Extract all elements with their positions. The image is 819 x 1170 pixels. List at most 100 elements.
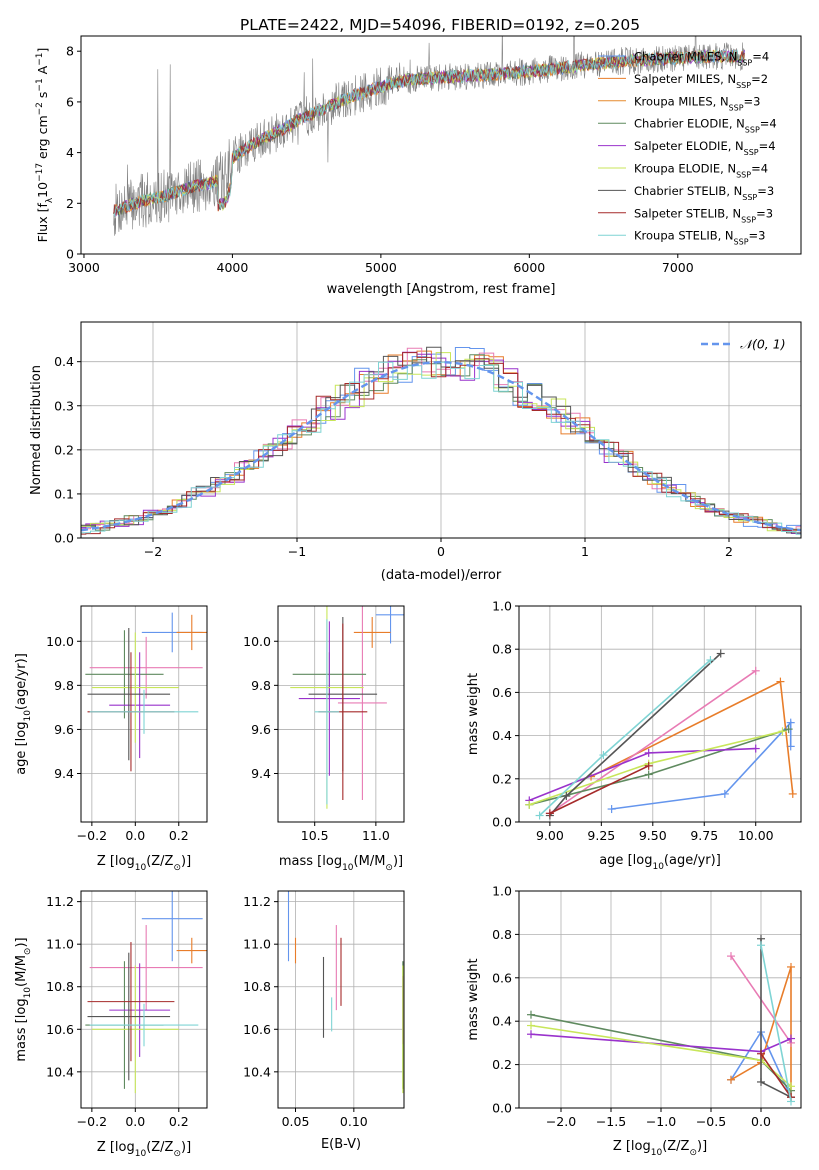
x-tick-label: 0.2: [169, 828, 189, 843]
y-tick-label: 11.2: [243, 894, 271, 909]
age_vs_Z-x-axis-label-part: ⊙: [173, 863, 181, 873]
y-tick-label: 8: [66, 44, 74, 59]
mass_vs_Z-x-axis-label: Z [log10(Z/Z⊙)]: [97, 1140, 191, 1159]
legend-label-part: Kroupa MILES, N: [634, 94, 729, 108]
weight-line-7: [760, 1053, 792, 1098]
mass_vs_Z-x-axis-label-part: ⊙: [173, 1149, 181, 1159]
x-tick-label: −1.0: [646, 1114, 676, 1129]
age_vs_mass-x-axis-label-part: 10: [342, 863, 354, 873]
legend-label: Chabrier ELODIE, NSSP=4: [634, 117, 777, 135]
legend-label-part: =3: [757, 184, 774, 198]
spectrum-y-label-part: −1: [35, 53, 45, 66]
errorbar-plot-area: [85, 891, 207, 1094]
mass_vs_Z-x-axis-label-part: (Z/Z: [146, 1140, 173, 1155]
weight-line-8: [539, 659, 711, 817]
y-tick-label: 0.8: [492, 642, 512, 657]
y-tick-label: 2: [66, 196, 74, 211]
age_vs_Z-x-axis-label-part: 10: [135, 863, 147, 873]
mass_vs_Z-y-axis-label-part: )]: [14, 937, 29, 947]
legend-label-part: SSP: [729, 103, 744, 112]
legend-label: Chabrier STELIB, NSSP=3: [634, 184, 774, 202]
weight-line-0: [611, 720, 792, 810]
y-tick-label: 10.0: [46, 634, 74, 649]
y-tick-label: 0.6: [492, 685, 512, 700]
y-tick-label: 1.0: [492, 884, 512, 899]
x-tick-label: 9.50: [639, 828, 667, 843]
mass_weight_vs_age-y-axis-label: mass weight: [466, 673, 481, 755]
legend-label: Salpeter MILES, NSSP=2: [634, 72, 768, 90]
x-tick-label: −2: [144, 544, 162, 559]
y-tick-label: 4: [66, 145, 74, 160]
axes-frame: [277, 605, 405, 823]
mass_weight_vs_age-x-axis-label-part: (age/yr)]: [664, 853, 721, 868]
age_vs_Z-x-axis-label: Z [log10(Z/Z⊙)]: [97, 854, 191, 873]
x-tick-label: −1.5: [596, 1114, 626, 1129]
mass_weight_vs_age-x-axis-label-part: age [log: [599, 853, 652, 868]
y-tick-label: 0.8: [492, 927, 512, 942]
y-tick-label: 0.1: [54, 486, 74, 501]
legend-label-part: Kroupa STELIB, N: [634, 229, 734, 243]
y-tick-label: 0.2: [492, 1057, 512, 1072]
x-tick-label: 9.00: [536, 828, 564, 843]
age_vs_mass-x-axis-label-part: (M/M: [354, 854, 386, 869]
legend-label-part: Chabrier STELIB, N: [634, 184, 742, 198]
legend-label: Chabrier MILES, NSSP=4: [634, 50, 769, 68]
y-tick-label: 0.2: [54, 442, 74, 457]
y-tick-label: 6: [66, 94, 74, 109]
mass_vs_Z-y-axis-label-part: ⊙: [23, 948, 33, 956]
histogram-step-6: [81, 346, 801, 536]
weight-line-7: [549, 765, 650, 815]
y-tick-label: 10.0: [243, 634, 271, 649]
x-tick-label: 6000: [513, 260, 545, 275]
spectrum-y-label-part: −2: [35, 102, 45, 115]
mass_weight_vs_Z-x-axis-label-part: Z [log: [613, 1139, 651, 1154]
legend-label-part: =4: [751, 162, 768, 176]
legend-label-part: =3: [749, 229, 766, 243]
y-tick-label: 0.0: [492, 1101, 512, 1116]
weight-plot-area: [525, 649, 797, 820]
age_vs_Z-x-axis-label-part: Z [log: [97, 854, 135, 869]
y-tick-label: 0.4: [492, 1014, 512, 1029]
x-tick-label: 3000: [68, 260, 100, 275]
age_vs_mass-x-axis-label: mass [log10(M/M⊙)]: [279, 854, 403, 873]
legend-label-part: Salpeter ELODIE, N: [634, 139, 744, 153]
y-tick-label: 0.2: [492, 771, 512, 786]
mass_vs_Z-x-axis-label-part: 10: [135, 1149, 147, 1159]
spectrum-y-axis-label: Flux [fλ10−17 erg cm−2 s−1 A−1]: [35, 48, 55, 243]
y-tick-label: 9.4: [54, 766, 74, 781]
model-line-7: [113, 49, 745, 216]
legend-label-part: SSP: [736, 170, 751, 179]
age_vs_Z-y-axis-label-part: age [log: [14, 722, 29, 775]
age-vs-metallicity-panel: −0.2 0.0 0.29.49.69.810.0Z [log10(Z/Z⊙)]ag…: [14, 605, 208, 873]
mass-weight-vs-metallicity-panel: −2.0 −1.5 −1.0 −0.5 0.0 0.0 0.2 0.4 0.6 0.8 1.0 Z […: [466, 884, 802, 1158]
spectrum-y-label-part: −1: [35, 78, 45, 91]
x-tick-label: 0.2: [169, 1114, 189, 1129]
weight-line-1: [730, 966, 792, 1098]
y-tick-label: 0.4: [492, 728, 512, 743]
legend-label-part: =4: [760, 117, 777, 131]
y-tick-label: 9.8: [54, 678, 74, 693]
mass_weight_vs_Z-x-axis-label-part: ⊙: [689, 1148, 697, 1158]
histogram-step-5: [81, 352, 801, 532]
age-vs-mass-panel: 10.5 11.0 9.4 9.6 9.8 10.0 mass [log10(M/M⊙)]: [243, 605, 405, 873]
mass_vs_Z-x-axis-label-part: Z [log: [97, 1140, 135, 1155]
x-tick-label: −0.2: [77, 828, 107, 843]
x-tick-label: −1: [288, 544, 306, 559]
mass_weight_vs_Z-x-axis-label-part: (Z/Z: [662, 1139, 689, 1154]
weight-plot-area: [527, 934, 795, 1106]
legend-label-part: SSP: [736, 80, 751, 89]
x-tick-label: 0.0: [125, 828, 145, 843]
y-tick-label: 0.6: [492, 970, 512, 985]
age_vs_Z-x-axis-label-part: (Z/Z: [146, 854, 173, 869]
histogram-step-8: [81, 361, 801, 535]
legend-label-part: Salpeter STELIB, N: [634, 206, 741, 220]
x-tick-label: 0.0: [751, 1114, 771, 1129]
spectrum-y-label-part: −17: [35, 163, 45, 182]
legend-label-part: =4: [759, 139, 776, 153]
spectrum-y-label-part: s: [35, 92, 50, 103]
x-tick-label: 5000: [365, 260, 397, 275]
legend-label: Salpeter STELIB, NSSP=3: [634, 206, 773, 224]
model-line-8: [113, 48, 745, 218]
x-tick-label: 0: [437, 544, 445, 559]
histogram-step-7: [81, 352, 801, 535]
